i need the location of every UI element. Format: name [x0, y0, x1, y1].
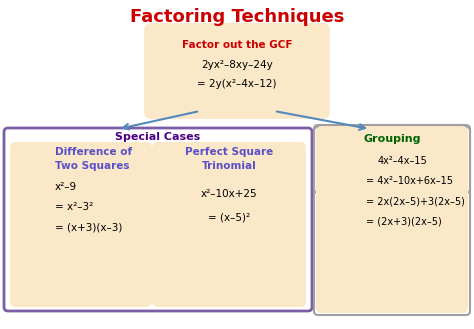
- FancyBboxPatch shape: [152, 142, 306, 307]
- Text: = (x–5)²: = (x–5)²: [208, 212, 250, 222]
- Text: Grouping: Grouping: [363, 134, 421, 144]
- Text: x²–10x+25: x²–10x+25: [201, 189, 257, 199]
- Text: x²–9: x²–9: [55, 182, 77, 192]
- Text: Difference of
Two Squares: Difference of Two Squares: [55, 147, 132, 171]
- Text: 4x²–4x–15: 4x²–4x–15: [378, 156, 428, 166]
- Text: Perfect Square
Trinomial: Perfect Square Trinomial: [185, 147, 273, 171]
- Text: 2yx²–8xy–24y: 2yx²–8xy–24y: [201, 60, 273, 70]
- Text: Factor out the GCF: Factor out the GCF: [182, 40, 292, 50]
- Text: = (2x+3)(2x–5): = (2x+3)(2x–5): [366, 216, 442, 226]
- FancyBboxPatch shape: [4, 128, 312, 311]
- Text: = 4x²–10x+6x–15: = 4x²–10x+6x–15: [366, 176, 453, 186]
- FancyBboxPatch shape: [10, 142, 152, 307]
- FancyBboxPatch shape: [314, 127, 470, 193]
- Text: Special Cases: Special Cases: [115, 132, 201, 142]
- Text: = 2y(x²–4x–12): = 2y(x²–4x–12): [197, 79, 277, 89]
- Text: Factoring Techniques: Factoring Techniques: [130, 8, 344, 26]
- Text: = (x+3)(x–3): = (x+3)(x–3): [55, 222, 122, 232]
- Text: = 2x(2x–5)+3(2x–5): = 2x(2x–5)+3(2x–5): [366, 196, 465, 206]
- FancyBboxPatch shape: [144, 23, 330, 119]
- Text: = x²–3²: = x²–3²: [55, 202, 93, 212]
- FancyBboxPatch shape: [316, 126, 468, 313]
